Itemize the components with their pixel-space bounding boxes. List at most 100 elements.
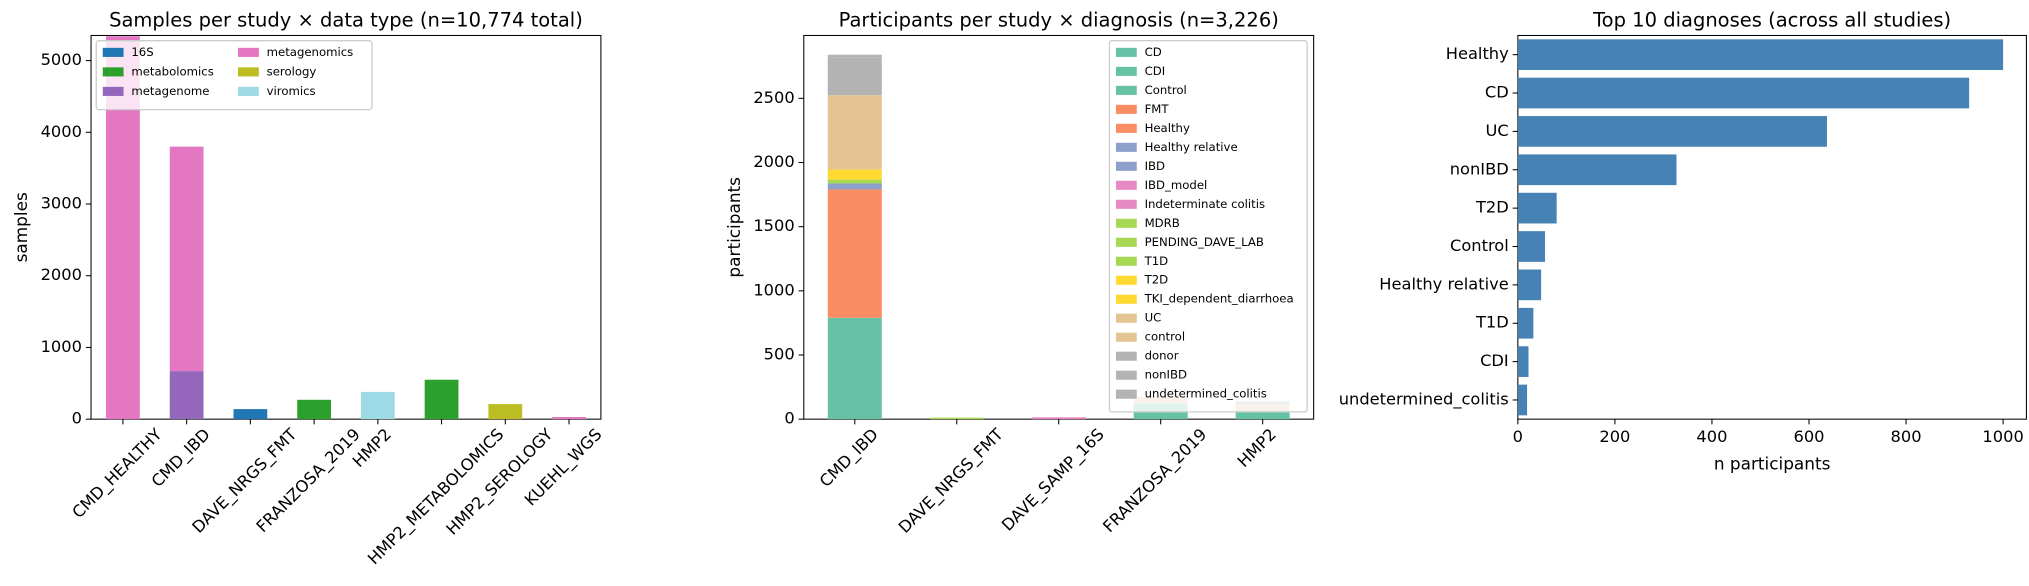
chart-title: Samples per study × data type (n=10,774 … — [109, 9, 583, 32]
legend-label: MDRB — [1145, 216, 1180, 230]
y-tick-label: 2500 — [753, 88, 794, 107]
legend-swatch — [1115, 66, 1137, 76]
y-tick-label: 2000 — [41, 265, 82, 284]
bar-segment — [233, 409, 268, 420]
legend-swatch — [1115, 161, 1137, 171]
bar-segment — [827, 179, 882, 184]
y-tick-label: 4000 — [41, 122, 82, 141]
legend-label: Healthy — [1145, 121, 1190, 135]
legend-swatch — [1115, 351, 1137, 361]
bar-segment — [827, 54, 882, 58]
bar — [1517, 192, 1557, 224]
y-tick-label: CD — [1485, 83, 1509, 102]
x-tick-label: 600 — [1793, 427, 1824, 446]
legend-swatch — [1115, 332, 1137, 342]
legend-swatch — [1115, 275, 1137, 285]
y-tick-label: 0 — [784, 409, 794, 428]
legend-label: CDI — [1145, 64, 1166, 78]
legend-label: PENDING_DAVE_LAB — [1145, 235, 1264, 249]
bar-segment — [424, 379, 459, 420]
bar-segment — [169, 146, 204, 372]
x-tick-label: 400 — [1696, 427, 1727, 446]
x-tick-label: 0 — [1513, 427, 1523, 446]
bar-segment — [827, 169, 882, 180]
bar-segment — [827, 317, 882, 420]
legend-label: donor — [1145, 349, 1179, 363]
y-tick-label: 3000 — [41, 194, 82, 213]
bar — [1517, 154, 1677, 186]
legend-label: metabolomics — [131, 64, 213, 78]
legend-label: serology — [267, 64, 317, 78]
bar — [1517, 116, 1827, 147]
y-tick-label: UC — [1485, 121, 1508, 140]
legend-label: TKI_dependent_diarrhoea — [1144, 292, 1294, 306]
legend-label: metagenome — [131, 84, 209, 98]
chart-title: Top 10 diagnoses (across all studies) — [1592, 9, 1951, 32]
bar-segment — [827, 57, 882, 96]
legend-swatch — [1115, 294, 1137, 304]
legend-label: undetermined_colitis — [1145, 387, 1267, 401]
legend-swatch — [1115, 389, 1137, 399]
x-tick-label: 1000 — [1982, 427, 2023, 446]
y-tick-label: 2000 — [753, 152, 794, 171]
legend-label: nonIBD — [1145, 368, 1187, 382]
x-tick-label: FRANZOSA_2019 — [1099, 425, 1211, 537]
y-tick-label: nonIBD — [1450, 159, 1509, 178]
bar-segment — [929, 417, 984, 420]
legend-label: Indeterminate colitis — [1145, 197, 1266, 211]
axes-frame — [90, 34, 602, 420]
legend-swatch — [1115, 123, 1137, 133]
legend-swatch — [102, 47, 124, 57]
legend-label: metagenomics — [267, 45, 354, 59]
chart-title: Participants per study × diagnosis (n=3,… — [839, 9, 1279, 32]
legend-swatch — [1115, 256, 1137, 266]
bar-segment — [552, 417, 586, 420]
legend-label: T2D — [1144, 273, 1169, 287]
y-tick-label: 1000 — [41, 337, 82, 356]
y-tick-label: T2D — [1475, 198, 1509, 217]
legend-swatch — [1115, 85, 1137, 95]
x-tick-label: CMD_IBD — [816, 425, 883, 492]
x-tick-label: DAVE_SAMP_16S — [998, 425, 1109, 536]
y-axis-label: participants — [724, 177, 744, 278]
y-tick-label: Healthy relative — [1379, 274, 1508, 293]
legend-label: T1D — [1144, 254, 1169, 268]
bar-segment — [1235, 410, 1290, 420]
bar — [1517, 77, 1970, 109]
x-tick-label: DAVE_NRGS_FMT — [895, 425, 1008, 538]
legend-swatch — [102, 86, 124, 96]
bar-segment — [1133, 410, 1188, 420]
bar — [1517, 231, 1546, 262]
y-tick-label: 5000 — [41, 50, 82, 69]
axes-frame — [1517, 34, 2027, 420]
x-tick-label: HMP2 — [1234, 425, 1280, 471]
y-tick-label: undetermined_colitis — [1339, 389, 1509, 409]
legend-swatch — [1115, 313, 1137, 323]
bar — [1517, 39, 2004, 71]
bar-segment — [827, 95, 882, 170]
legend-swatch — [1115, 180, 1137, 190]
bar — [1517, 346, 1529, 377]
bar-segment — [297, 399, 331, 420]
y-tick-label: 1000 — [753, 280, 794, 299]
legend-label: viromics — [267, 84, 316, 98]
y-tick-label: T1D — [1475, 313, 1509, 332]
legend-swatch — [1115, 237, 1137, 247]
legend-swatch — [1115, 370, 1137, 380]
legend-label: control — [1145, 330, 1186, 344]
legend-swatch — [238, 67, 259, 77]
legend-frame — [95, 40, 373, 111]
bar-segment — [827, 183, 882, 190]
legend-label: CD — [1145, 45, 1162, 59]
legend-swatch — [238, 47, 259, 57]
bar-segment — [169, 371, 204, 420]
bar — [1517, 269, 1542, 301]
y-tick-label: Control — [1450, 236, 1509, 255]
legend-label: Healthy relative — [1145, 140, 1238, 154]
legend-swatch — [102, 67, 124, 77]
y-tick-label: 0 — [72, 409, 82, 428]
y-tick-label: CDI — [1480, 351, 1509, 370]
bar-segment — [1031, 417, 1086, 420]
legend-frame — [1108, 40, 1308, 413]
bar-segment — [360, 391, 395, 420]
